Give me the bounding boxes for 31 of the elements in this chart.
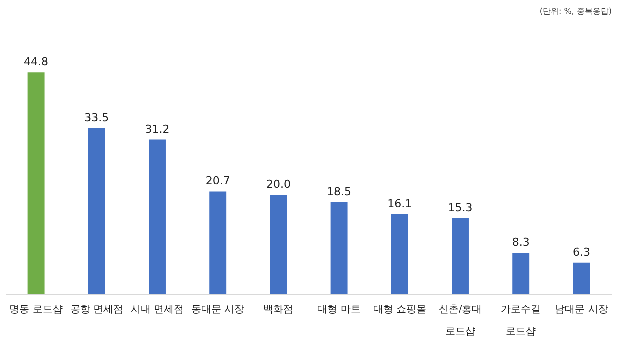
data-label: 16.1 [388,197,412,210]
data-label: 6.3 [572,246,590,259]
data-label: 33.5 [84,111,110,124]
x-tick-label: 남대문 시장 [555,304,608,316]
data-label: 8.3 [512,236,530,249]
bar [149,140,166,294]
x-tick-label: 시내 면세점 [130,304,184,316]
x-tick-label: 동대문 시장 [192,304,245,316]
bar [512,252,530,294]
data-label: 20.7 [206,174,230,188]
x-tick-label: 가로수길 로드샵 [501,304,542,338]
data-label: 44.8 [24,56,49,69]
x-tick-label: 명동 로드샵 [10,304,63,316]
bar [28,72,45,294]
data-label: 18.5 [327,186,352,199]
bar [391,214,408,294]
x-tick-label: 대형 쇼핑몰 [373,304,426,316]
data-label: 15.3 [448,201,473,214]
bar [330,202,348,294]
bar [452,218,469,294]
x-tick-label: 백화점 [264,304,294,316]
bar [270,195,288,294]
bar [573,262,590,294]
data-label: 20.0 [266,178,291,192]
x-tick-label: 신촌/홍대 로드샵 [438,304,482,338]
data-label: 31.2 [145,122,170,136]
x-tick-label: 공항 면세점 [70,304,124,316]
text: (단위: %, 중복응답) [540,7,612,16]
bar [210,192,227,294]
x-tick-label: 대형 마트 [318,304,361,316]
bar [88,128,106,294]
